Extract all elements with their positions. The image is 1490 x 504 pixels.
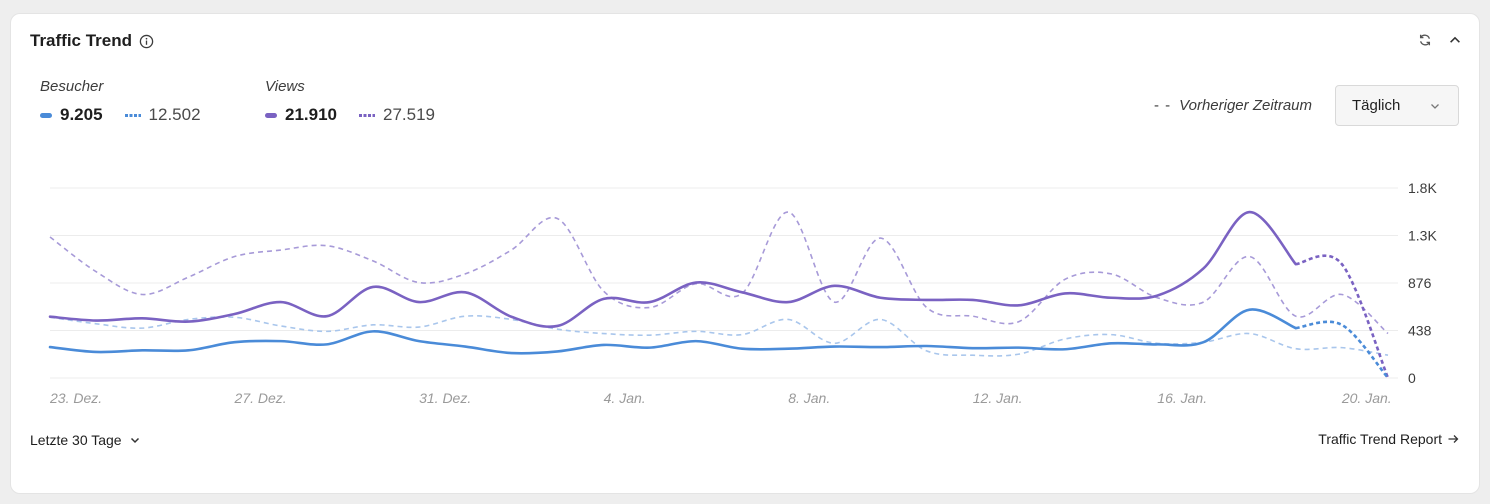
traffic-trend-card [10,13,1480,494]
legend-views-previous[interactable]: 27.519 [359,105,435,125]
series-line-previous [49,315,1389,357]
series-line-current [48,308,1298,355]
x-tick-label: 31. Dez. [419,390,471,406]
legend-views: Views 21.910 27.519 [265,78,457,125]
dashed-line-legend-icon: - - [1154,97,1172,114]
date-range-label: Letzte 30 Tage [30,432,122,448]
date-range-select[interactable]: Letzte 30 Tage [30,432,140,448]
x-tick-label: 16. Jan. [1157,390,1207,406]
legend-views-current[interactable]: 21.910 [265,105,337,125]
y-tick-label: 1.8K [1408,180,1437,196]
dashed-line-swatch-icon [124,113,141,117]
y-tick-label: 876 [1408,275,1432,291]
interval-select-value: Täglich [1352,97,1401,114]
report-link[interactable]: Traffic Trend Report [1318,431,1459,447]
legend-visitors: Besucher 9.205 12.502 [40,78,223,125]
series-line-previous [49,211,1389,335]
series-line-incomplete [1295,254,1390,379]
widget-header: Traffic Trend [30,31,154,51]
views-previous-value: 27.519 [383,105,435,124]
y-tick-label: 0 [1408,370,1416,386]
y-tick-label: 438 [1408,323,1432,339]
info-circle-icon[interactable] [139,34,154,49]
widget-actions [1418,33,1462,47]
previous-period-label: Vorheriger Zeitraum [1179,97,1312,114]
previous-period-note: - - Vorheriger Zeitraum [1154,97,1312,114]
views-current-value: 21.910 [285,105,337,124]
y-tick-label: 1.3K [1408,228,1437,244]
x-tick-label: 27. Dez. [234,390,287,406]
arrow-right-icon [1448,435,1459,443]
x-tick-label: 23. Dez. [49,390,102,406]
chevron-down-icon [130,437,139,444]
legend-views-label: Views [265,78,305,95]
refresh-icon[interactable] [1418,33,1432,47]
solid-line-swatch-icon [265,112,277,118]
legend-visitors-label: Besucher [40,78,104,95]
chevron-down-icon [1431,104,1439,109]
visitors-previous-value: 12.502 [148,105,201,124]
series-line-current [48,210,1298,328]
dashed-line-swatch-icon [359,113,375,117]
legend-visitors-previous[interactable]: 12.502 [124,105,201,125]
x-tick-label: 20. Jan. [1341,390,1392,406]
legend-visitors-current[interactable]: 9.205 [40,105,103,125]
interval-select[interactable]: Täglich [1335,85,1459,126]
x-tick-label: 4. Jan. [604,390,646,406]
widget-title: Traffic Trend [30,31,133,50]
chevron-up-icon[interactable] [1448,33,1462,47]
solid-line-swatch-icon [40,112,52,118]
report-link-label: Traffic Trend Report [1318,431,1442,447]
x-tick-label: 12. Jan. [973,390,1023,406]
x-tick-label: 8. Jan. [788,390,830,406]
visitors-current-value: 9.205 [60,105,103,124]
